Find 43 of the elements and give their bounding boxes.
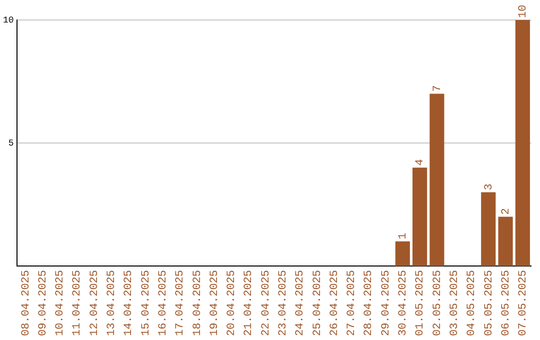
bar (498, 216, 513, 266)
data-label: 3 (483, 184, 496, 190)
x-tick-label: 06.05.2025 (500, 270, 512, 336)
x-tick-label: 22.04.2025 (260, 270, 272, 336)
data-label: 10 (518, 4, 530, 18)
x-tick-label: 19.04.2025 (208, 270, 221, 336)
x-tick-label: 28.04.2025 (363, 270, 376, 336)
bar (412, 168, 428, 266)
x-tick-label: 21.04.2025 (243, 270, 256, 336)
x-tick-label: 09.04.2025 (37, 270, 50, 336)
bar (481, 192, 496, 266)
bar (395, 241, 410, 266)
x-tick-label: 05.05.2025 (483, 270, 496, 336)
x-tick-label: 27.04.2025 (346, 270, 358, 336)
x-tick-label: 17.04.2025 (174, 270, 187, 336)
x-tick-label: 29.04.2025 (380, 270, 392, 336)
x-tick-label: 24.04.2025 (294, 270, 307, 336)
x-tick-label: 18.04.2025 (192, 270, 204, 336)
x-tick-label: 11.04.2025 (72, 270, 84, 336)
x-tick-label: 23.04.2025 (278, 270, 290, 336)
x-tick-label: 12.04.2025 (88, 270, 101, 336)
data-label: 4 (414, 158, 427, 166)
y-tick-label: 5 (8, 138, 14, 148)
x-tick-label: 01.05.2025 (414, 270, 427, 336)
x-tick-label: 26.04.2025 (328, 270, 341, 336)
data-label: 1 (398, 232, 410, 240)
x-tick-label: 10.04.2025 (54, 270, 67, 336)
bar (430, 94, 444, 266)
x-tick-label: 16.04.2025 (157, 270, 170, 336)
x-tick-label: 08.04.2025 (20, 270, 32, 336)
x-tick-label: 02.05.2025 (432, 270, 444, 336)
x-tick-label: 30.04.2025 (398, 270, 410, 336)
x-tick-label: 15.04.2025 (140, 270, 152, 336)
data-label: 7 (432, 85, 444, 92)
data-label: 2 (500, 208, 512, 215)
x-tick-label: 13.04.2025 (106, 270, 118, 336)
x-tick-label: 14.04.2025 (123, 270, 136, 336)
x-tick-label: 20.04.2025 (226, 270, 238, 336)
x-tick-label: 03.05.2025 (448, 270, 461, 336)
x-tick-label: 25.04.2025 (312, 270, 324, 336)
bar (515, 20, 530, 266)
x-tick-label: 04.05.2025 (466, 270, 478, 336)
x-tick-label: 07.05.2025 (518, 270, 530, 336)
